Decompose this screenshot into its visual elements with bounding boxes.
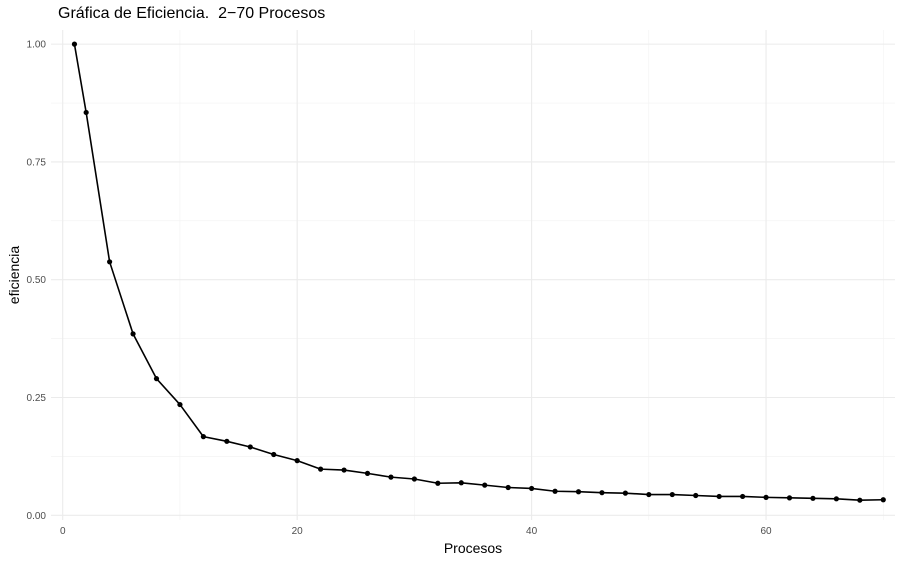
data-point: [364, 470, 371, 476]
data-point: [857, 497, 863, 503]
data-point: [646, 491, 652, 498]
y-tick-label: 0.25: [27, 393, 47, 404]
data-point: [388, 474, 394, 480]
data-point: [552, 488, 558, 494]
x-tick-label: 20: [292, 526, 304, 537]
data-point: [71, 41, 78, 47]
data-point: [130, 331, 136, 337]
x-tick-label: 0: [60, 526, 66, 537]
data-point: [529, 485, 535, 492]
y-axis-title: eficiencia: [6, 246, 22, 305]
data-point: [271, 451, 277, 458]
data-point: [810, 495, 816, 501]
data-point: [83, 109, 89, 116]
data-point: [247, 444, 253, 450]
grid-lines: [51, 30, 895, 520]
y-tick-label: 1.00: [27, 40, 47, 51]
data-point: [107, 259, 113, 265]
data-point: [458, 480, 464, 486]
x-tick-label: 60: [760, 526, 772, 537]
data-point: [153, 376, 160, 382]
data-point: [200, 434, 206, 440]
data-point: [786, 495, 793, 501]
data-point: [716, 493, 722, 500]
series-line-layer: [73, 43, 884, 502]
data-point: [880, 497, 886, 503]
data-point: [763, 494, 769, 500]
data-point: [740, 493, 746, 500]
y-tick-label: 0.00: [27, 511, 47, 522]
axis-tick-labels: 0.00 0.25 0.50 0.75 1.00 0 20 40 60: [27, 40, 773, 537]
data-point: [599, 490, 605, 496]
data-point: [318, 466, 324, 472]
data-point: [411, 476, 417, 482]
x-axis-title: Procesos: [444, 540, 502, 556]
data-point: [341, 467, 347, 473]
data-point: [622, 490, 628, 496]
y-tick-label: 0.75: [27, 157, 47, 168]
data-point: [693, 492, 699, 499]
data-point: [435, 480, 441, 486]
data-point: [833, 496, 839, 502]
data-point: [482, 482, 488, 488]
data-point: [505, 484, 511, 491]
y-tick-label: 0.50: [27, 275, 47, 286]
series-points-layer: [71, 41, 886, 503]
x-tick-label: 40: [526, 526, 538, 537]
chart-title: Gráfica de Eficiencia. 2−70 Procesos: [58, 5, 326, 22]
data-point: [575, 489, 582, 495]
data-point: [669, 491, 675, 498]
series-line: [73, 43, 884, 502]
data-point: [294, 458, 300, 464]
data-point: [177, 401, 183, 408]
data-point: [224, 438, 230, 444]
